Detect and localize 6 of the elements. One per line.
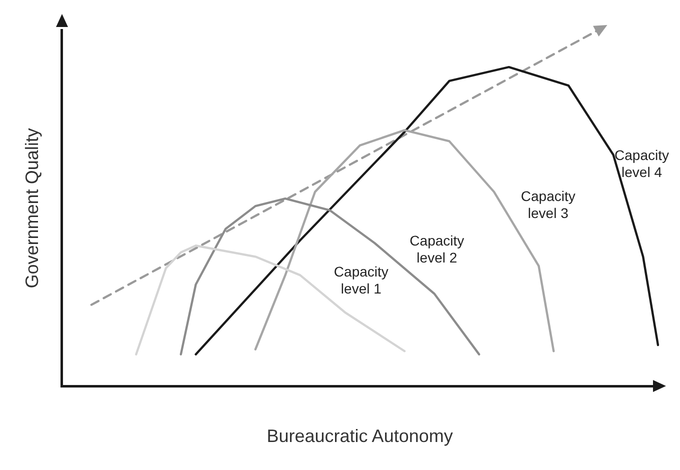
- y-axis-title: Government Quality: [22, 128, 42, 288]
- series-label: Capacity level 1: [334, 263, 388, 296]
- series-label: Capacity level 4: [614, 147, 669, 180]
- x-axis-title: Bureaucratic Autonomy: [266, 426, 453, 446]
- series-label: Capacity level 2: [410, 232, 464, 266]
- series-label: Capacity level 3: [520, 188, 576, 222]
